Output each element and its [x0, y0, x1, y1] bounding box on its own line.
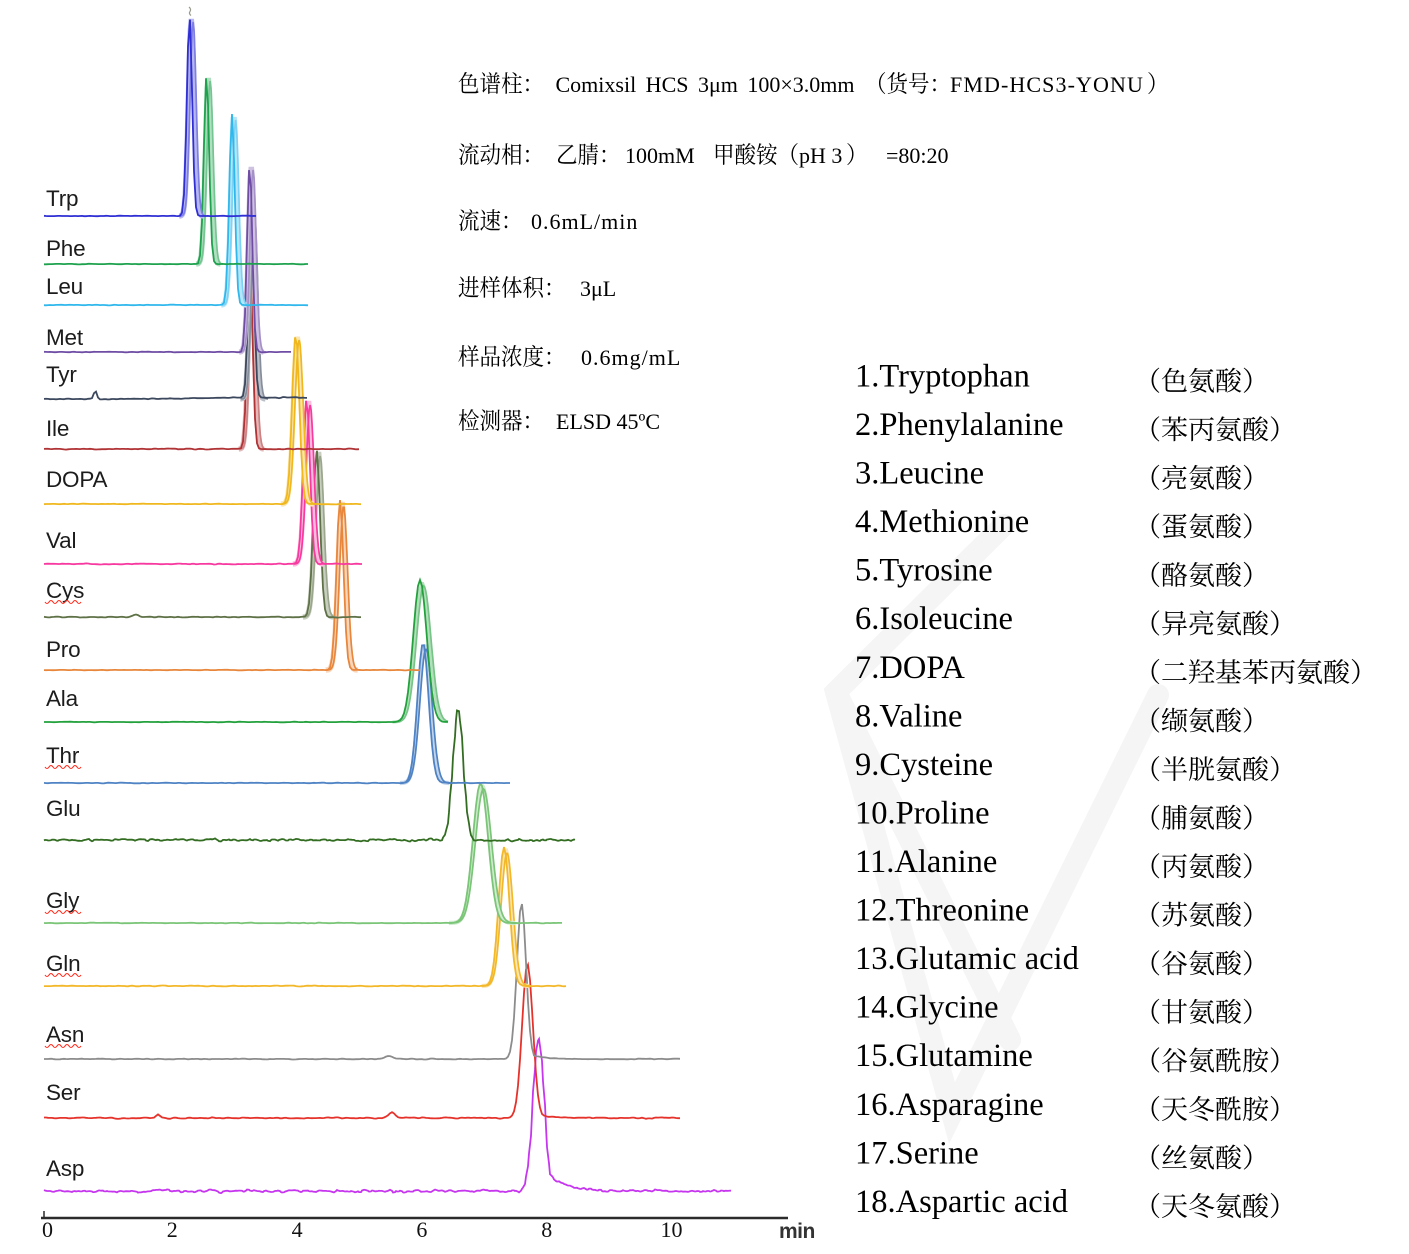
svg-text:Comixsil HCS 3μm 100×3.0mm: Comixsil HCS 3μm 100×3.0mm	[556, 72, 855, 97]
svg-text:15.Glutamine: 15.Glutamine	[855, 1038, 1033, 1074]
svg-text:18.Aspartic acid: 18.Aspartic acid	[855, 1184, 1068, 1220]
svg-text:0: 0	[42, 1217, 53, 1242]
svg-text:16.Asparagine: 16.Asparagine	[855, 1087, 1044, 1123]
svg-text:Phe: Phe	[46, 236, 85, 261]
svg-text:3.Leucine: 3.Leucine	[855, 456, 984, 492]
svg-text:14.Glycine: 14.Glycine	[855, 990, 999, 1026]
svg-text:Gln: Gln	[46, 951, 80, 976]
svg-text:100mM: 100mM	[625, 143, 695, 168]
svg-text:DOPA: DOPA	[46, 467, 107, 492]
svg-text:Tyr: Tyr	[46, 362, 77, 387]
svg-text:Pro: Pro	[46, 637, 80, 662]
svg-text:0.6mg/mL: 0.6mg/mL	[581, 345, 681, 370]
svg-text:3μL: 3μL	[580, 276, 616, 301]
svg-text:Trp: Trp	[46, 186, 78, 211]
svg-text:10.Proline: 10.Proline	[855, 796, 990, 832]
svg-text:1.Tryptophan: 1.Tryptophan	[855, 359, 1030, 395]
svg-text:Met: Met	[46, 325, 84, 350]
svg-text:4: 4	[292, 1217, 303, 1242]
svg-text:2.Phenylalanine: 2.Phenylalanine	[855, 407, 1064, 443]
svg-text:5.Tyrosine: 5.Tyrosine	[855, 553, 993, 589]
svg-text:12.Threonine: 12.Threonine	[855, 893, 1029, 929]
svg-text:Asp: Asp	[46, 1156, 84, 1181]
svg-text:pH 3: pH 3	[799, 143, 842, 168]
svg-text:4.Methionine: 4.Methionine	[855, 504, 1029, 540]
svg-text:ELSD 45ºC: ELSD 45ºC	[556, 409, 660, 434]
svg-text:17.Serine: 17.Serine	[855, 1135, 979, 1171]
svg-text:Thr: Thr	[46, 743, 80, 768]
svg-text:6: 6	[416, 1217, 427, 1242]
svg-text:2: 2	[167, 1217, 178, 1242]
svg-text:min: min	[779, 1220, 815, 1243]
svg-text:Glu: Glu	[46, 796, 80, 821]
svg-text:8: 8	[541, 1217, 552, 1242]
svg-text:Ser: Ser	[46, 1080, 81, 1105]
svg-text:11.Alanine: 11.Alanine	[855, 844, 997, 880]
svg-text:Gly: Gly	[46, 888, 80, 913]
svg-text:9.Cysteine: 9.Cysteine	[855, 747, 993, 783]
svg-text:Asn: Asn	[46, 1022, 84, 1047]
svg-text:6.Isoleucine: 6.Isoleucine	[855, 601, 1013, 637]
svg-text:Ala: Ala	[46, 686, 79, 711]
svg-text:10: 10	[661, 1217, 683, 1242]
svg-text:0.6mL/min: 0.6mL/min	[531, 209, 638, 234]
svg-text:Ile: Ile	[46, 416, 69, 441]
svg-text:7.DOPA: 7.DOPA	[855, 650, 965, 686]
svg-text:FMD-HCS3-YONU: FMD-HCS3-YONU	[950, 72, 1144, 97]
svg-text:13.Glutamic acid: 13.Glutamic acid	[855, 941, 1079, 977]
svg-text:Cys: Cys	[46, 578, 84, 603]
svg-text:=80:20: =80:20	[886, 143, 949, 168]
svg-text:8.Valine: 8.Valine	[855, 698, 962, 734]
svg-text:Leu: Leu	[46, 274, 83, 299]
svg-text:Val: Val	[46, 528, 76, 553]
